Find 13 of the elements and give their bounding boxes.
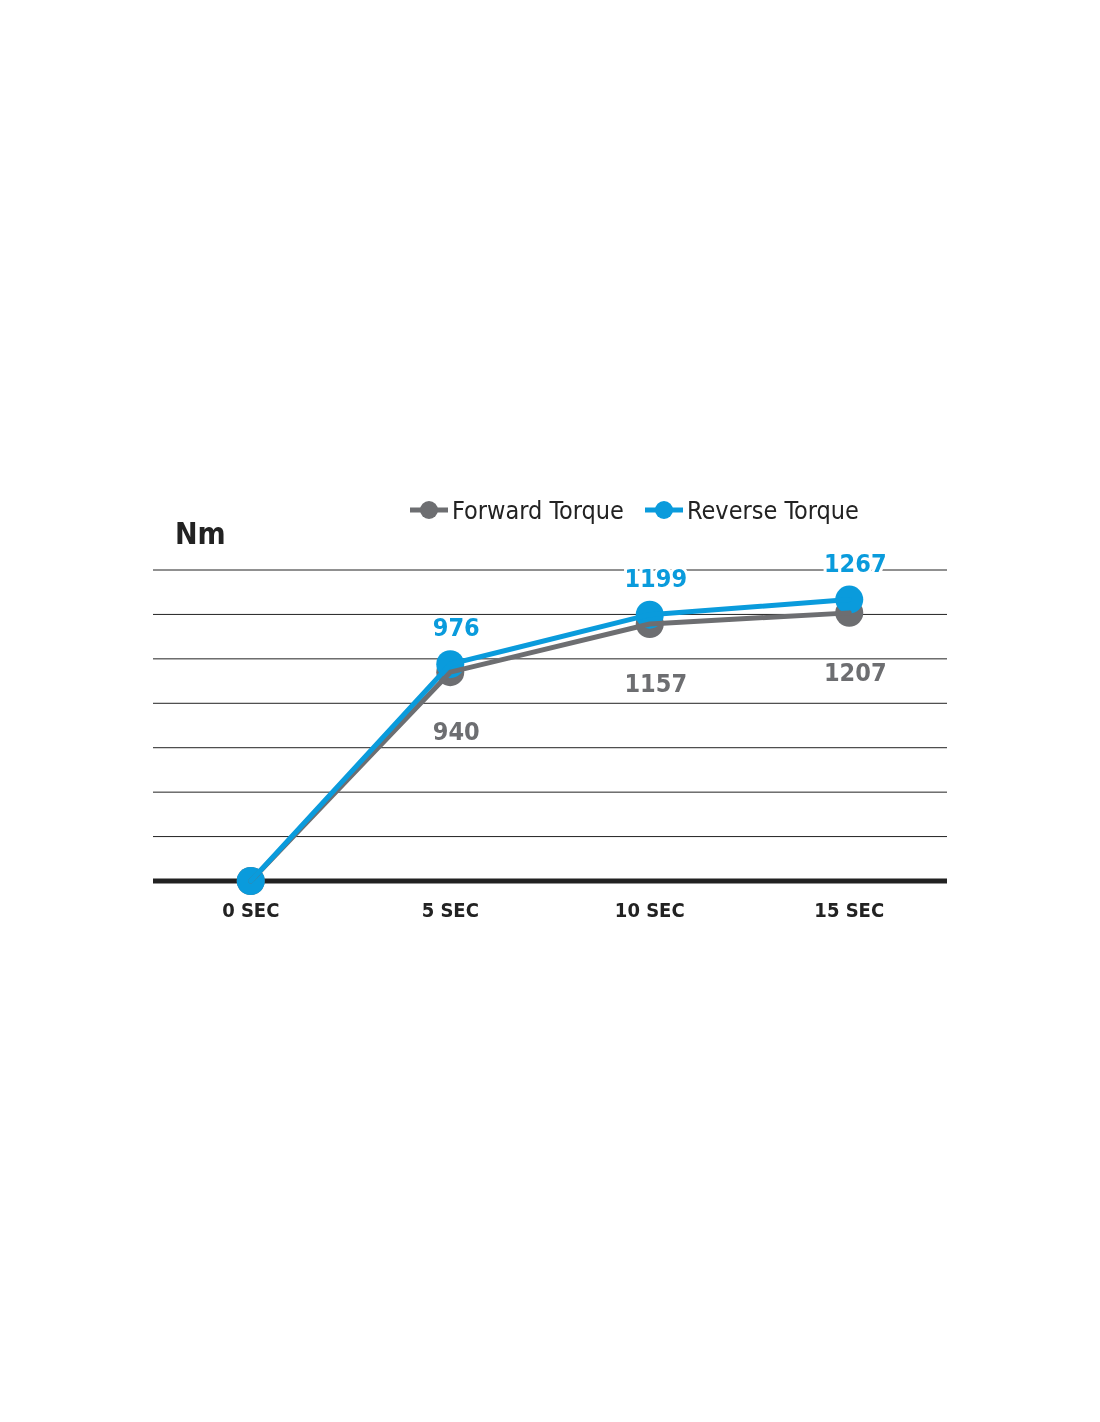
data-label: 940 — [432, 717, 480, 747]
x-tick-label: 5 SEC — [421, 898, 479, 922]
data-label: 1267 — [823, 548, 887, 578]
x-tick-label: 10 SEC — [614, 898, 685, 922]
legend-label: Forward Torque — [452, 496, 624, 525]
x-tick-label: 0 SEC — [222, 898, 280, 922]
data-label: 976 — [432, 613, 480, 643]
x-tick-label: 15 SEC — [814, 898, 885, 922]
data-label: 1157 — [624, 668, 688, 698]
data-label: 1199 — [624, 563, 688, 593]
legend-label: Reverse Torque — [687, 496, 859, 525]
y-axis-title: Nm — [175, 516, 226, 551]
data-label: 1207 — [823, 657, 887, 687]
